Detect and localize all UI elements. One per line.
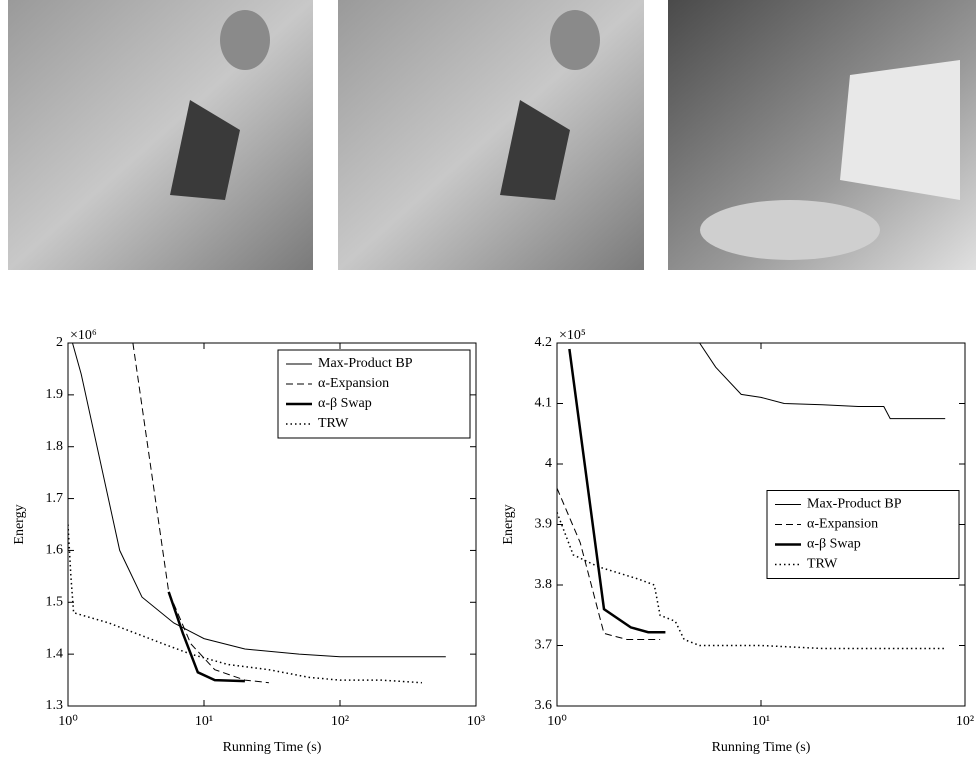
series-line <box>568 348 666 634</box>
series-group <box>68 343 446 684</box>
stereo-right-image <box>338 0 644 270</box>
legend-label: Max-Product BP <box>318 356 413 371</box>
series-line <box>72 343 446 658</box>
series-group <box>557 343 946 650</box>
x-tick-label: 10² <box>956 714 974 729</box>
series-line <box>132 343 269 684</box>
y-axis-label: Energy <box>501 504 516 544</box>
y-tick-label: 1.9 <box>46 387 64 402</box>
legend-label: α-Expansion <box>318 376 389 391</box>
y-axis-label: Energy <box>12 504 27 544</box>
series-line <box>557 512 946 650</box>
y-tick-label: 4.2 <box>535 335 553 350</box>
x-tick-label: 10³ <box>467 714 485 729</box>
y-tick-label: 1.8 <box>46 439 64 454</box>
y-tick-label: 3.8 <box>535 577 553 592</box>
stereo-left-image <box>8 0 313 270</box>
y-tick-label: 4.1 <box>535 396 553 411</box>
series-line <box>167 591 245 683</box>
x-axis-label: Running Time (s) <box>223 740 322 755</box>
legend-label: α-β Swap <box>807 537 861 552</box>
x-tick-label: 10² <box>331 714 349 729</box>
x-axis-label: Running Time (s) <box>712 740 811 755</box>
series-line <box>557 488 661 640</box>
legend-label: TRW <box>807 557 838 572</box>
legend-label: α-Expansion <box>807 517 878 532</box>
y-tick-label: 1.6 <box>46 543 64 558</box>
y-tick-label: 1.5 <box>46 595 64 610</box>
series-line <box>699 343 946 420</box>
disparity-map-image <box>668 0 976 270</box>
series-line <box>68 524 422 684</box>
y-tick-label: 4 <box>545 456 552 471</box>
y-tick-label: 3.7 <box>535 638 553 653</box>
legend-label: Max-Product BP <box>807 497 902 512</box>
multiplier: ×10⁶ <box>70 328 97 343</box>
x-tick-label: 10¹ <box>752 714 770 729</box>
y-tick-label: 3.6 <box>535 698 553 713</box>
y-tick-label: 3.9 <box>535 517 553 532</box>
x-tick-label: 10⁰ <box>58 714 78 729</box>
y-tick-label: 1.7 <box>46 491 64 506</box>
multiplier: ×10⁵ <box>559 328 586 343</box>
y-tick-label: 2 <box>56 335 63 350</box>
legend-label: TRW <box>318 416 349 431</box>
y-tick-label: 1.3 <box>46 698 64 713</box>
x-tick-label: 10¹ <box>195 714 213 729</box>
legend-label: α-β Swap <box>318 396 372 411</box>
x-tick-label: 10⁰ <box>547 714 567 729</box>
y-tick-label: 1.4 <box>46 646 64 661</box>
